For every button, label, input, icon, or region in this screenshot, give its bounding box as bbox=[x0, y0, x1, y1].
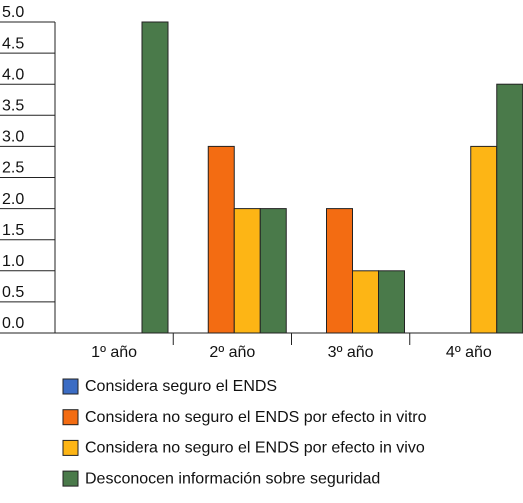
y-tick-label: 5.0 bbox=[2, 4, 24, 21]
x-tick-label: 2º año bbox=[209, 344, 255, 361]
bar bbox=[141, 21, 169, 334]
y-tick-label: 2.0 bbox=[2, 191, 24, 208]
legend-swatch bbox=[62, 409, 79, 426]
bar bbox=[207, 145, 235, 334]
bar bbox=[233, 208, 261, 334]
legend-label: Considera no seguro el ENDS por efecto i… bbox=[85, 440, 425, 457]
y-tick-label: 2.5 bbox=[2, 160, 24, 177]
bar bbox=[378, 270, 405, 334]
y-tick-label: 0.0 bbox=[2, 315, 24, 332]
legend-label: Considera no seguro el ENDS por efecto i… bbox=[85, 409, 427, 426]
x-tick-label: 4º año bbox=[446, 344, 492, 361]
x-tick-label: 1º año bbox=[91, 344, 137, 361]
legend-swatch bbox=[62, 470, 79, 487]
y-tick-label: 3.0 bbox=[2, 129, 24, 146]
bar bbox=[259, 208, 287, 334]
bar bbox=[352, 270, 379, 334]
y-tick-label: 3.5 bbox=[2, 98, 24, 115]
legend-label: Desconocen información sobre seguridad bbox=[85, 470, 380, 487]
bar bbox=[470, 145, 498, 334]
y-tick-label: 4.0 bbox=[2, 66, 24, 83]
legend-swatch bbox=[62, 378, 79, 395]
bar bbox=[326, 208, 353, 334]
y-tick-label: 1.5 bbox=[2, 222, 24, 239]
bar bbox=[496, 83, 523, 334]
y-tick-label: 0.5 bbox=[2, 284, 24, 301]
y-tick-label: 4.5 bbox=[2, 35, 24, 52]
y-tick-label: 1.0 bbox=[2, 253, 24, 270]
x-tick-label: 3º año bbox=[328, 344, 374, 361]
legend-swatch bbox=[62, 439, 79, 456]
legend-label: Considera seguro el ENDS bbox=[85, 378, 277, 395]
